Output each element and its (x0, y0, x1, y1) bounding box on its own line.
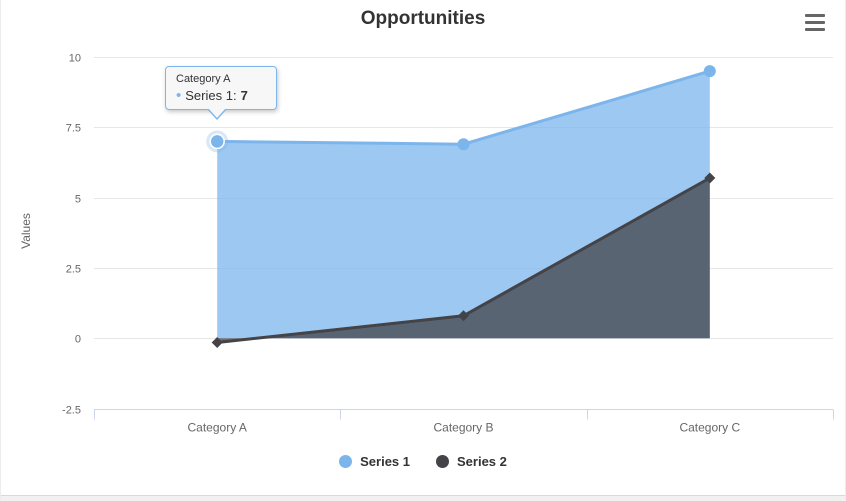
x-axis (94, 409, 834, 420)
y-tick-label: 7.5 (66, 123, 81, 135)
legend-label: Series 1 (360, 454, 410, 469)
legend-marker-circle-icon (436, 455, 449, 468)
card-bottom-border (1, 495, 845, 501)
point-marker-circle[interactable] (209, 133, 225, 150)
y-tick-label: 10 (69, 53, 81, 65)
series-areas (206, 65, 716, 348)
legend: Series 1 Series 2 (1, 454, 845, 469)
legend-marker-circle-icon (339, 455, 353, 468)
legend-item-series2[interactable]: Series 2 (436, 454, 507, 469)
hamburger-menu-icon[interactable] (805, 14, 825, 31)
y-tick-label: -2.5 (62, 405, 81, 417)
x-tick-label: Category A (188, 421, 247, 435)
tooltip: Category A • Series 1: 7 (165, 66, 277, 120)
hamburger-bar (805, 28, 825, 31)
legend-item-series1[interactable]: Series 1 (339, 454, 410, 469)
hamburger-bar (805, 14, 825, 17)
chart-title: Opportunities (360, 8, 486, 29)
tooltip-value: 7 (240, 88, 248, 103)
tooltip-body: • Series 1: 7 (176, 88, 266, 103)
point-marker-diamond[interactable] (458, 310, 469, 322)
y-axis-title: Values (19, 213, 33, 249)
x-tick-label: Category B (433, 421, 493, 435)
x-tick-label: Category C (679, 421, 740, 435)
y-tick-label: 5 (75, 194, 81, 206)
y-tick-label: 2.5 (66, 264, 81, 276)
point-marker-circle[interactable] (457, 138, 470, 151)
y-tick-label: 0 (75, 334, 81, 346)
point-marker-diamond[interactable] (704, 172, 716, 184)
axis-labels: 10 7.5 5 2.5 0 -2.5 Category A Category B Catego… (62, 53, 740, 435)
point-marker-diamond[interactable] (211, 337, 223, 348)
tooltip-header: Category A (176, 73, 231, 85)
tooltip-series-bullet-icon: • (176, 87, 182, 104)
hamburger-bar (805, 21, 825, 24)
legend-label: Series 2 (457, 454, 507, 469)
area-series2[interactable] (217, 178, 710, 343)
point-marker-circle[interactable] (703, 65, 716, 78)
tooltip-series-label: Series 1: (185, 88, 237, 103)
